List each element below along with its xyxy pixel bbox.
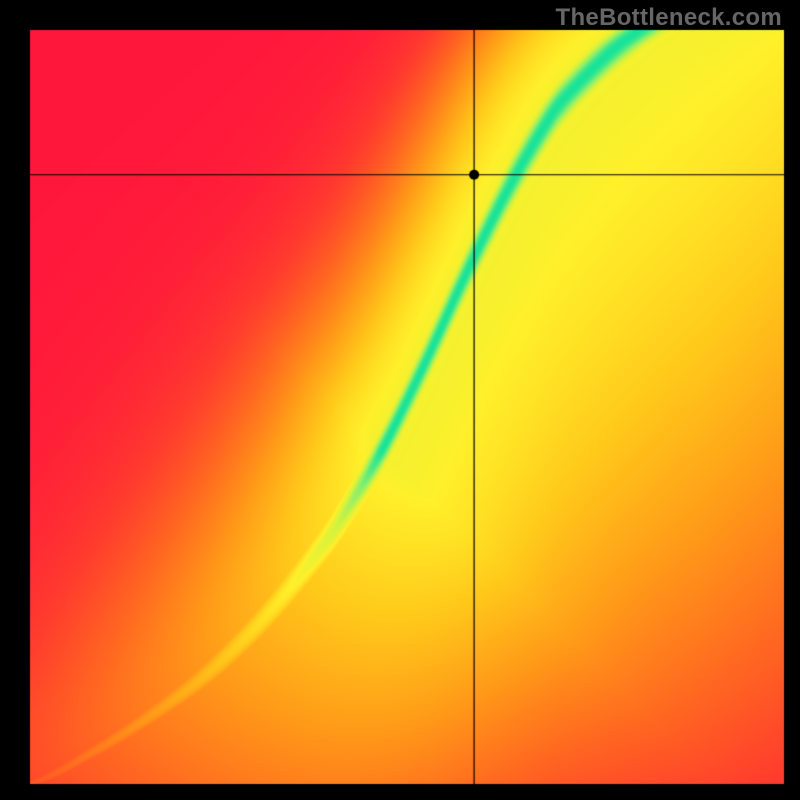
bottleneck-heatmap [0, 0, 800, 800]
chart-container: TheBottleneck.com [0, 0, 800, 800]
watermark-text: TheBottleneck.com [556, 4, 782, 32]
